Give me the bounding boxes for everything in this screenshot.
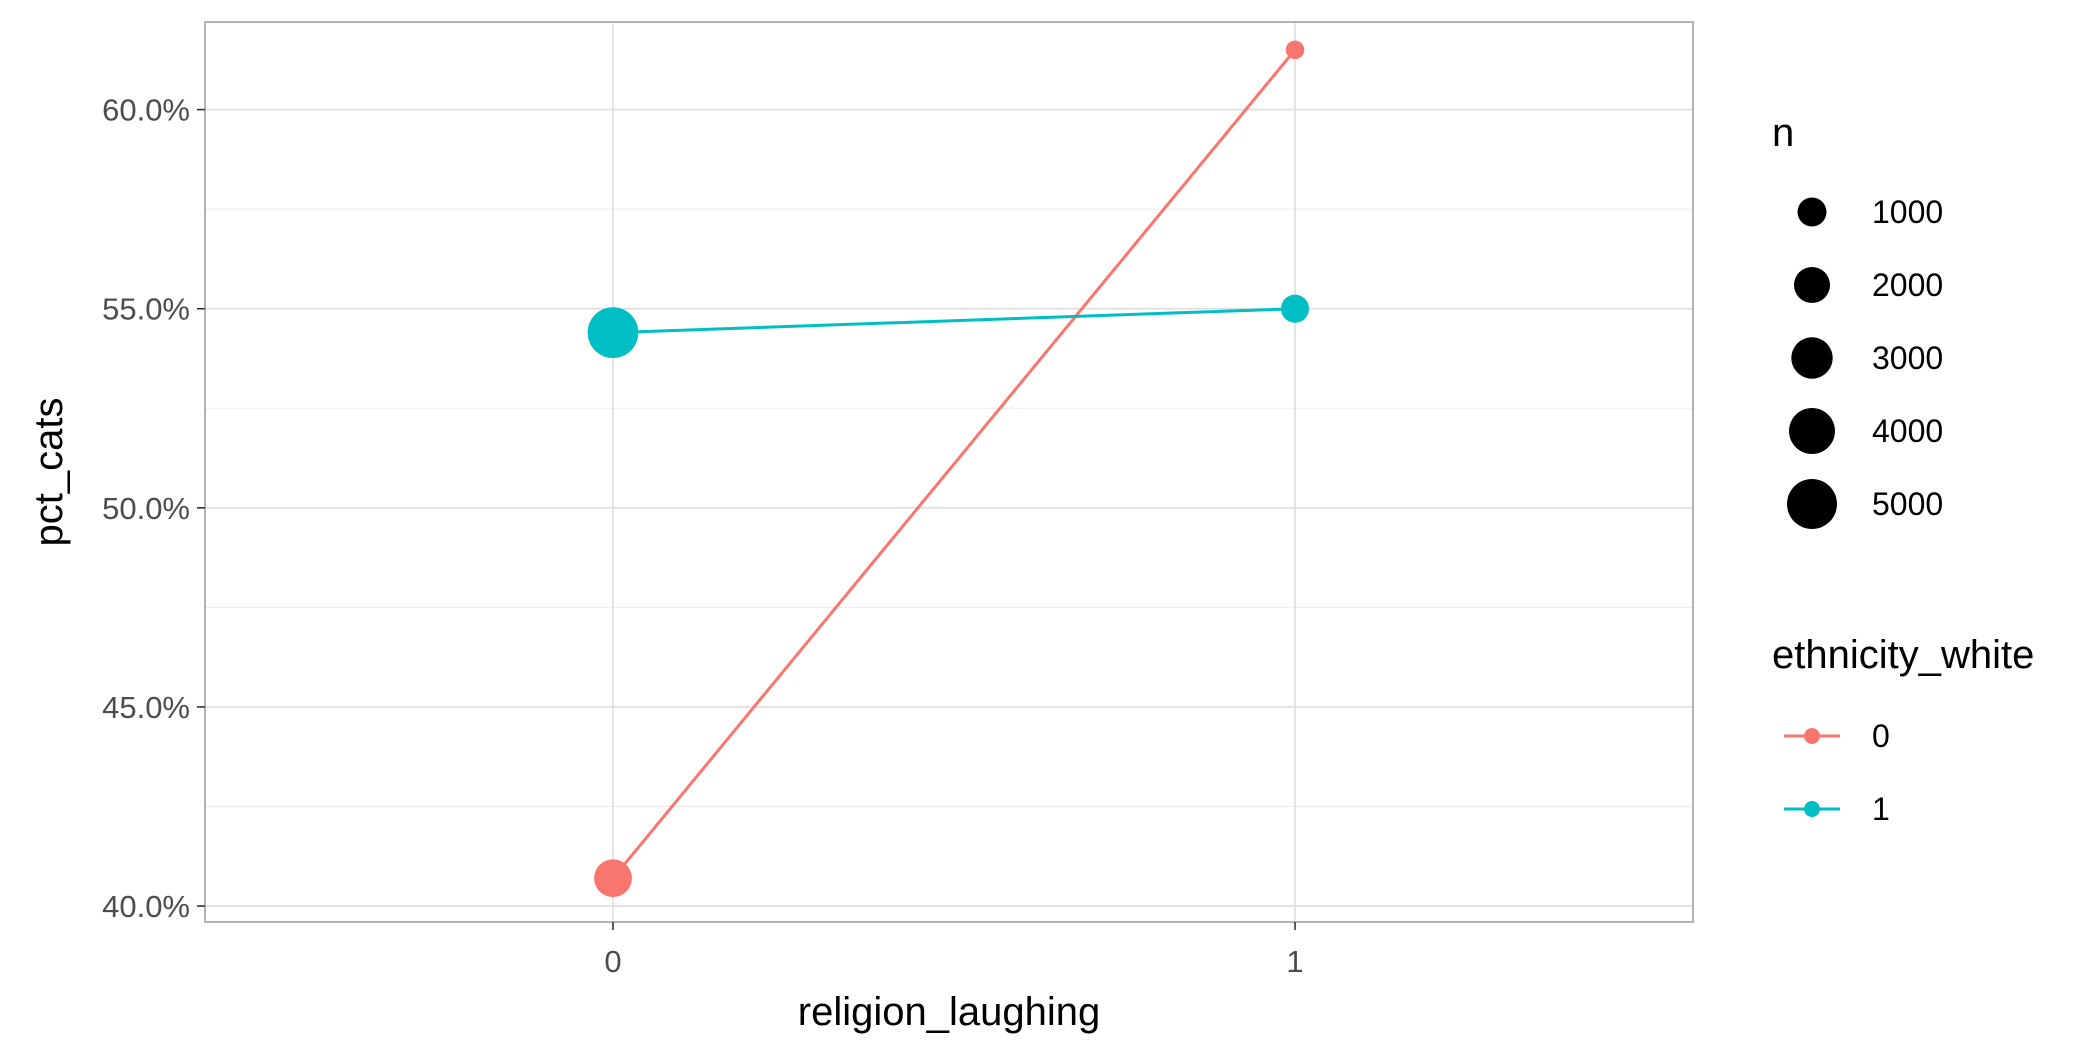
y-tick-label: 60.0%	[102, 93, 190, 128]
size-legend-key	[1787, 479, 1837, 529]
data-point-series-0	[594, 859, 632, 898]
color-legend-title: ethnicity_white	[1772, 633, 2034, 677]
y-axis-title: pct_cats	[27, 398, 71, 547]
y-tick-label: 40.0%	[102, 889, 190, 924]
series-layer	[587, 40, 1310, 898]
y-axis: 40.0% 45.0% 50.0% 55.0% 60.0%	[102, 93, 205, 924]
series-line-0	[611, 48, 1297, 880]
color-legend-dot	[1804, 801, 1820, 817]
data-point-series-0	[1285, 40, 1305, 60]
series-line-1	[612, 307, 1296, 335]
y-tick-label: 45.0%	[102, 690, 190, 725]
x-axis-title: religion_laughing	[798, 990, 1100, 1034]
size-legend-label: 5000	[1872, 486, 1943, 522]
size-legend-title: n	[1772, 111, 1794, 155]
data-point-series-1	[1280, 294, 1310, 323]
size-legend-key	[1797, 197, 1827, 227]
color-legend-label: 0	[1872, 718, 1890, 754]
size-legend-items: 1000 2000 3000 4000 5000	[1787, 194, 1943, 529]
size-legend-key	[1789, 408, 1835, 454]
color-legend-label: 1	[1872, 791, 1890, 827]
y-tick-label: 55.0%	[102, 292, 190, 327]
size-legend-label: 1000	[1872, 194, 1943, 230]
size-legend-key	[1793, 266, 1831, 304]
size-legend-label: 3000	[1872, 340, 1943, 376]
size-legend-label: 4000	[1872, 413, 1943, 449]
size-legend-key	[1791, 337, 1833, 379]
x-tick-label: 0	[604, 944, 621, 979]
panel-border	[204, 21, 1694, 923]
size-legend-label: 2000	[1872, 267, 1943, 303]
grid	[205, 22, 1693, 922]
color-legend: ethnicity_white 01	[1772, 633, 2034, 827]
size-legend: n 1000 2000 3000 4000 5000	[1772, 111, 1943, 529]
color-legend-dot	[1804, 728, 1820, 744]
data-point-series-1	[587, 307, 639, 358]
y-tick-label: 50.0%	[102, 491, 190, 526]
color-legend-items: 01	[1784, 718, 1890, 827]
x-tick-label: 1	[1286, 944, 1303, 979]
